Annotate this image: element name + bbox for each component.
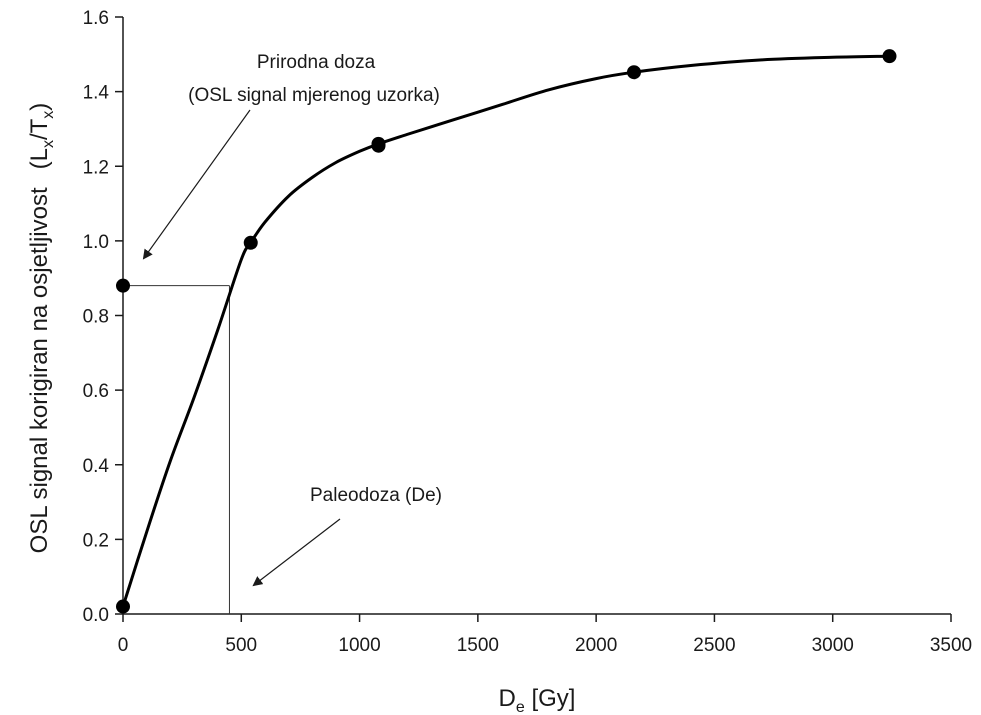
y-ticks-group: 0.0 0.2 0.4 0.6 0.8 1.0 1.2 1.4 1.6: [83, 8, 123, 626]
x-tick-label: 0: [118, 635, 129, 656]
y-tick-label: 0.4: [83, 456, 110, 477]
data-point: [116, 599, 130, 614]
annotation-natural-dose-line2: (OSL signal mjerenog uzorka): [188, 85, 440, 106]
guide-lines-group: [123, 285, 230, 614]
y-axis-title-slash: /T: [26, 118, 53, 140]
x-tick-label: 2000: [575, 635, 617, 656]
dose-response-curve: [121, 54, 890, 607]
y-tick-label: 1.0: [83, 232, 109, 253]
axes-group: [122, 17, 951, 615]
y-axis-title-paren-open: (L: [26, 148, 53, 169]
annotations-group: Prirodna doza (OSL signal mjerenog uzork…: [142, 52, 442, 587]
y-axis-title-sub1: x: [40, 140, 57, 148]
x-axis-title-rest: [Gy]: [525, 685, 576, 712]
y-axis-title-main: OSL signal korigiran na osjetljivost: [26, 187, 53, 553]
y-axis-title: OSL signal korigiran na osjetljivost(Lx/…: [26, 103, 57, 554]
x-axis-title: De [Gy]: [499, 685, 576, 715]
y-tick-label: 0.2: [83, 530, 109, 551]
y-tick-label: 0.8: [83, 307, 109, 328]
y-axis-title-sub2: x: [40, 111, 57, 119]
annotation-paleodose-label: Paleodoza (De): [310, 485, 442, 506]
x-tick-label: 500: [225, 635, 257, 656]
x-axis-title-sub: e: [516, 699, 525, 715]
data-point: [243, 235, 258, 250]
x-axis-title-main: D: [499, 685, 516, 712]
data-point: [371, 138, 386, 153]
x-tick-label: 1000: [338, 635, 380, 656]
y-tick-label: 0.6: [83, 381, 109, 402]
x-tick-label: 1500: [457, 635, 499, 656]
x-tick-label: 2500: [693, 635, 735, 656]
y-tick-label: 1.2: [83, 157, 109, 178]
annotation-paleodose-arrow: [252, 518, 341, 587]
x-ticks-group: 0 500 1000 1500 2000 2500 3000 3500: [118, 614, 972, 656]
annotation-natural-dose-arrow: [142, 109, 251, 260]
data-point: [882, 49, 897, 64]
data-points-group: [116, 49, 897, 614]
y-axis-title-paren-close: ): [26, 103, 53, 111]
y-tick-label: 0.0: [83, 605, 109, 626]
y-tick-label: 1.6: [83, 8, 109, 29]
y-tick-label: 1.4: [83, 83, 110, 104]
data-point: [116, 278, 130, 293]
x-tick-label: 3000: [812, 635, 854, 656]
annotation-natural-dose-line1: Prirodna doza: [257, 52, 376, 73]
data-point: [626, 65, 641, 80]
x-tick-label: 3500: [930, 635, 972, 656]
